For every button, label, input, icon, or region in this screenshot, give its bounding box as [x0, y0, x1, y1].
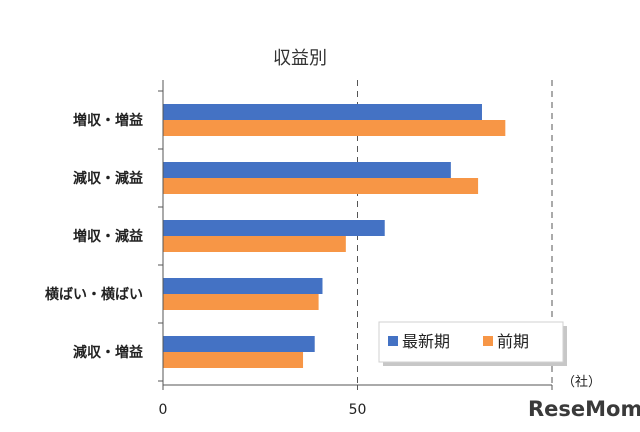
x-tick-label: 0 [159, 402, 168, 418]
category-label: 横ばい・横ばい [45, 286, 143, 303]
bar-previous-4 [163, 352, 304, 368]
category-label: 減収・増益 [73, 344, 143, 361]
legend-swatch [388, 336, 398, 346]
chart-title: 収益別 [273, 48, 327, 69]
category-label: 減収・減益 [73, 170, 143, 187]
bar-latest-3 [163, 278, 323, 294]
unit-label: （社） [562, 374, 601, 390]
x-axis [158, 80, 553, 390]
bar-previous-3 [163, 294, 319, 310]
x-tick-label: 50 [349, 402, 367, 418]
bars [163, 104, 506, 368]
legend-label: 最新期 [402, 332, 450, 351]
category-label: 増収・減益 [73, 228, 143, 245]
legend-swatch [483, 336, 493, 346]
watermark-logo: ReseMom [528, 397, 640, 421]
bar-latest-2 [163, 220, 385, 236]
bar-previous-1 [163, 178, 479, 194]
bar-previous-2 [163, 236, 346, 252]
legend-label: 前期 [497, 332, 529, 351]
legend-box [378, 321, 564, 363]
x-tick-labels: 0 50 [159, 402, 367, 418]
bar-latest-0 [163, 104, 482, 120]
bar-latest-1 [163, 162, 451, 178]
category-label: 増収・増益 [73, 112, 143, 129]
bar-latest-4 [163, 336, 315, 352]
legend: 最新期 前期 [378, 321, 567, 366]
bar-previous-0 [163, 120, 506, 136]
